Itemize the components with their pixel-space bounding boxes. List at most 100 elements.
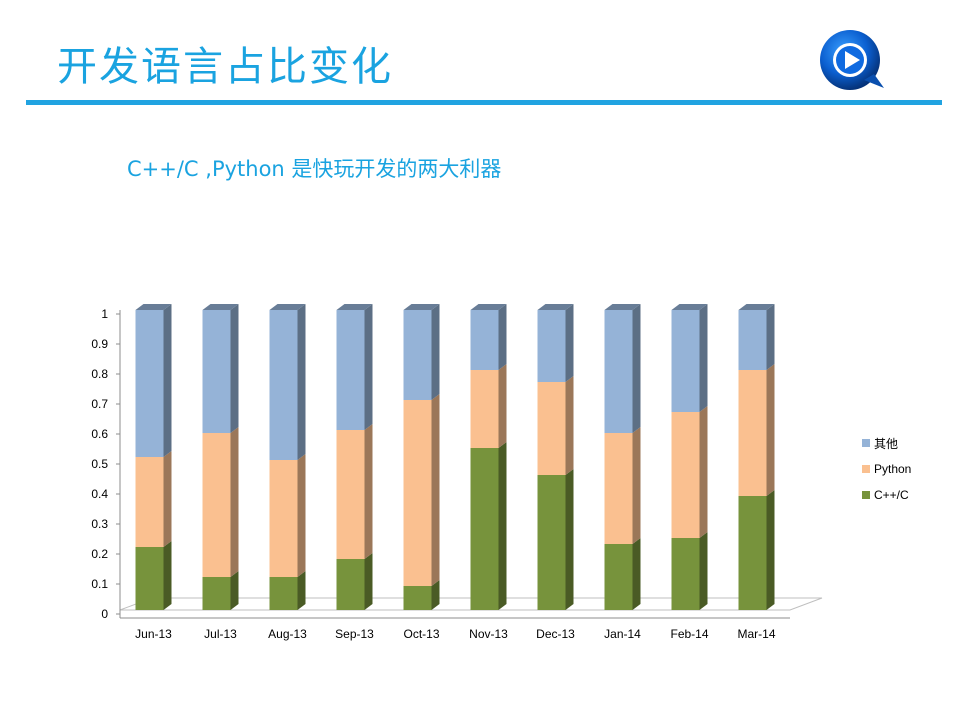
bar-segment-side	[431, 394, 440, 586]
bar-segment-side	[766, 364, 775, 496]
bar-segment	[403, 310, 432, 400]
y-tick-label: 0	[101, 607, 108, 621]
app-logo-icon	[820, 30, 884, 90]
bar-segment	[537, 475, 566, 610]
bar-segment-side	[230, 427, 239, 577]
bar-segment-side	[565, 304, 574, 382]
bar-segment-side	[163, 304, 172, 457]
legend-item: C++/C	[858, 482, 911, 508]
bar-segment-side	[230, 571, 239, 610]
bar-segment-side	[565, 469, 574, 610]
bar-top-face	[470, 304, 507, 310]
y-tick-label: 0.5	[91, 457, 108, 471]
bar-segment-side	[230, 304, 239, 433]
bar-segment	[604, 433, 633, 544]
bar-segment	[202, 433, 231, 577]
bar-segment-side	[163, 541, 172, 610]
bar-segment	[671, 310, 700, 412]
bar-top-face	[738, 304, 775, 310]
x-tick-label: Feb-14	[670, 627, 708, 641]
bar-segment-side	[632, 427, 641, 544]
bar-top-face	[671, 304, 708, 310]
bar-segment	[537, 310, 566, 382]
x-tick-label: Jul-13	[204, 627, 237, 641]
bar-segment	[403, 586, 432, 610]
bar-segment-side	[364, 424, 373, 559]
bar-top-face	[537, 304, 574, 310]
x-tick-label: Dec-13	[536, 627, 575, 641]
bar-top-face	[336, 304, 373, 310]
slide-title: 开发语言占比变化	[57, 44, 393, 90]
bar-segment-side	[431, 580, 440, 610]
bar-segment	[403, 400, 432, 586]
bar-segment-side	[364, 553, 373, 610]
bar-segment	[135, 457, 164, 547]
bar-segment-side	[632, 304, 641, 433]
bar-top-face	[202, 304, 239, 310]
bar-segment-side	[498, 304, 507, 370]
bar-segment	[269, 460, 298, 577]
slide-subtitle: C++/C ,Python 是快玩开发的两大利器	[127, 157, 502, 181]
legend-item: 其他	[858, 430, 911, 456]
bar-segment-side	[297, 454, 306, 577]
x-tick-label: Oct-13	[403, 627, 439, 641]
legend-swatch	[862, 439, 870, 447]
bar-segment	[202, 577, 231, 610]
bar-segment	[336, 310, 365, 430]
title-divider	[26, 100, 942, 105]
bar-segment-side	[699, 532, 708, 610]
legend-item: Python	[858, 456, 911, 482]
bar-segment-side	[766, 304, 775, 370]
x-tick-label: Jun-13	[135, 627, 172, 641]
x-tick-label: Jan-14	[604, 627, 641, 641]
bar-segment	[738, 496, 767, 610]
legend-label: 其他	[874, 436, 899, 451]
bar-segment-side	[498, 442, 507, 610]
bar-segment	[269, 310, 298, 460]
bar-segment	[470, 370, 499, 448]
bar-segment-side	[297, 571, 306, 610]
bar-top-face	[135, 304, 172, 310]
x-tick-label: Sep-13	[335, 627, 374, 641]
legend-label: Python	[874, 462, 912, 476]
bar-top-face	[269, 304, 306, 310]
y-tick-label: 0.3	[91, 517, 108, 531]
y-tick-label: 1	[101, 307, 108, 321]
bar-segment	[470, 448, 499, 610]
x-tick-label: Mar-14	[737, 627, 775, 641]
bar-segment-side	[498, 364, 507, 448]
y-tick-label: 0.4	[91, 487, 108, 501]
x-tick-label: Aug-13	[268, 627, 307, 641]
bar-segment	[336, 559, 365, 610]
bar-segment	[269, 577, 298, 610]
bar-segment	[671, 412, 700, 538]
bar-segment-side	[163, 451, 172, 547]
bar-segment-side	[766, 490, 775, 610]
bar-segment	[135, 547, 164, 610]
bar-segment	[604, 544, 633, 610]
bar-segment	[537, 382, 566, 475]
bar-top-face	[403, 304, 440, 310]
legend-swatch	[862, 465, 870, 473]
bar-segment	[604, 310, 633, 433]
bar-segment	[135, 310, 164, 457]
bar-segment	[738, 310, 767, 370]
chart-legend: 其他 Python C++/C	[858, 430, 911, 508]
bar-segment-side	[364, 304, 373, 430]
bar-segment-side	[297, 304, 306, 460]
bar-segment	[671, 538, 700, 610]
y-tick-label: 0.2	[91, 547, 108, 561]
bar-segment	[336, 430, 365, 559]
bar-segment	[470, 310, 499, 370]
y-tick-label: 0.6	[91, 427, 108, 441]
bar-segment-side	[699, 406, 708, 538]
bar-segment	[738, 370, 767, 496]
y-tick-label: 0.7	[91, 397, 108, 411]
y-tick-label: 0.8	[91, 367, 108, 381]
bar-top-face	[604, 304, 641, 310]
legend-label: C++/C	[874, 488, 909, 502]
bar-segment	[202, 310, 231, 433]
y-tick-label: 0.1	[91, 577, 108, 591]
bar-segment-side	[699, 304, 708, 412]
